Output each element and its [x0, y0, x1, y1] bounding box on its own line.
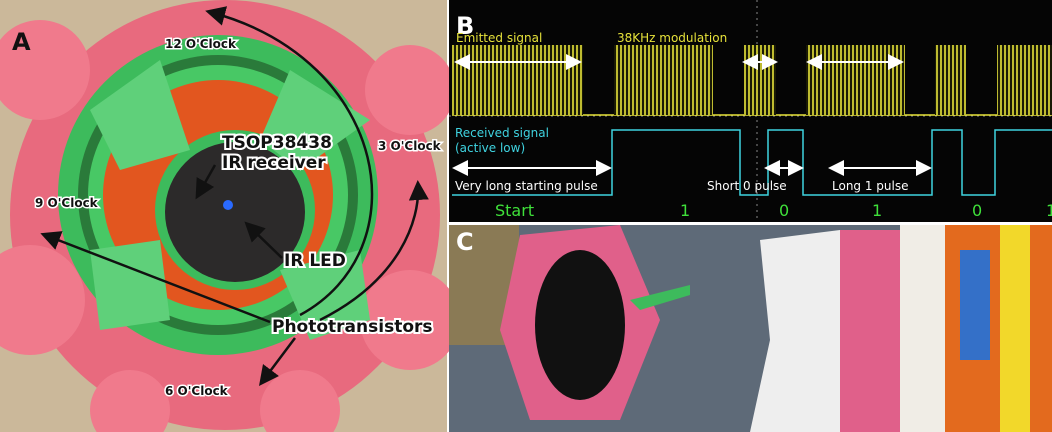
- receiver-label: TSOP38438: [222, 133, 332, 153]
- emitted-label: Emitted signal: [456, 31, 542, 45]
- received-label: (active low): [455, 141, 525, 155]
- phototransistor-label: Phototransistors: [272, 317, 433, 337]
- panel-a: A 12 O'Clock 3 O'Clock 9 O'Clock 6 O'Clo…: [0, 0, 460, 432]
- pulse-label: Very long starting pulse: [455, 179, 598, 193]
- panel-b: B Emitted signal 38KHz modulation Receiv…: [449, 0, 1052, 222]
- modulation-label: 38KHz modulation: [617, 31, 727, 45]
- led-label: IR LED: [284, 251, 346, 271]
- pulse-label: Short 0 pulse: [707, 179, 787, 193]
- bit-label: Start: [495, 201, 534, 220]
- bit-label: 0: [779, 201, 789, 220]
- receiver-label: IR receiver: [222, 153, 326, 173]
- bit-label: 1: [680, 201, 690, 220]
- clock-label: 6 O'Clock: [165, 384, 229, 398]
- bit-label: 1: [872, 201, 882, 220]
- clock-label: 12 O'Clock: [165, 37, 237, 51]
- received-label: Received signal: [455, 126, 549, 140]
- panel-c: C: [449, 225, 1052, 432]
- clock-label: 3 O'Clock: [378, 139, 442, 153]
- panel-label: A: [12, 28, 31, 56]
- pulse-label: Long 1 pulse: [832, 179, 909, 193]
- panel-label: C: [456, 228, 474, 256]
- figure: A 12 O'Clock 3 O'Clock 9 O'Clock 6 O'Clo…: [0, 0, 1052, 432]
- bit-label: 0: [972, 201, 982, 220]
- bit-label: 1: [1046, 201, 1052, 220]
- clock-label: 9 O'Clock: [35, 196, 99, 210]
